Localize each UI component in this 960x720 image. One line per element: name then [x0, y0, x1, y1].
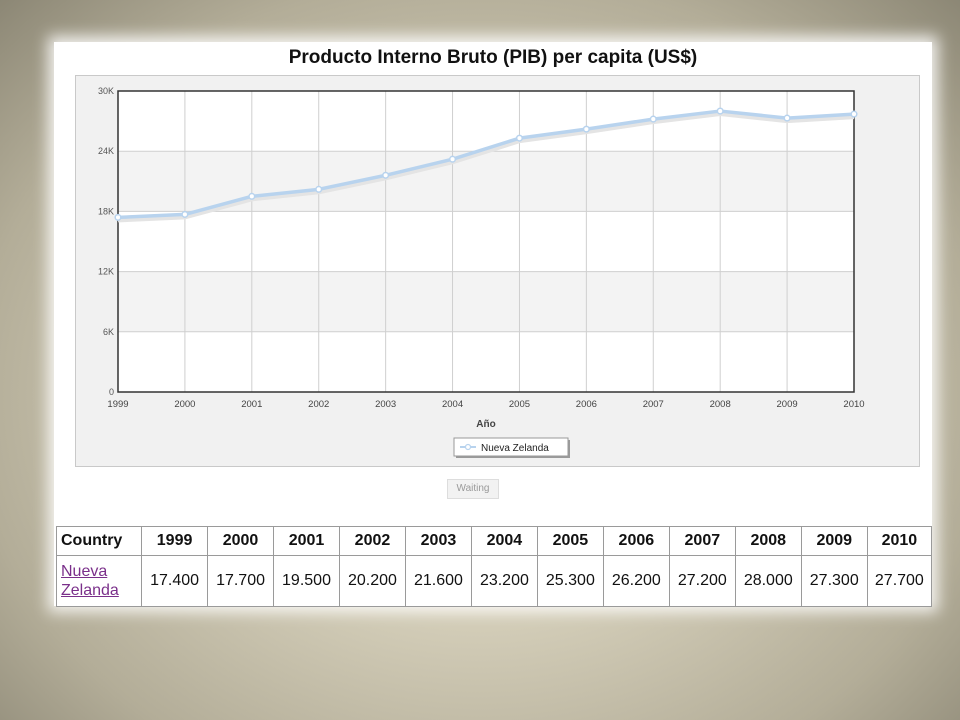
- data-point: [783, 114, 791, 122]
- y-tick-label: 24K: [98, 146, 114, 156]
- value-cell: 17.400: [141, 555, 209, 607]
- value-cell: 26.200: [602, 555, 670, 607]
- x-tick-label: 2008: [710, 399, 731, 410]
- line-chart: 0 6K 12K 18K 24K 30K 1999 2000 2001 2002 2003 2004 2…: [98, 86, 865, 458]
- series-line: [117, 109, 855, 220]
- x-tick-label: 2006: [576, 399, 597, 410]
- legend-swatch-marker: [464, 443, 472, 451]
- column-header-year: 2005: [536, 526, 604, 556]
- country-link[interactable]: Nueva Zelanda: [61, 563, 119, 599]
- data-point: [515, 134, 524, 142]
- column-header-year: 2001: [273, 526, 340, 556]
- y-tick-label: 30K: [98, 86, 114, 96]
- plot-band: [118, 91, 854, 152]
- value-cell: 21.600: [404, 555, 472, 607]
- chart-panel: Producto Interno Bruto (PIB) per capita …: [54, 42, 933, 607]
- x-tick-label: 2002: [308, 399, 329, 410]
- x-tick-label: 2003: [375, 399, 396, 410]
- x-tick-label: 2004: [442, 399, 463, 410]
- column-header-year: 2003: [404, 526, 472, 556]
- x-tick-label: 2000: [174, 399, 195, 410]
- data-point: [716, 107, 724, 115]
- value-cell: 23.200: [470, 555, 538, 607]
- data-point: [582, 125, 590, 133]
- chart-area: 0 6K 12K 18K 24K 30K 1999 2000 2001 2002 2003 2004 2…: [75, 75, 920, 467]
- value-cell: 27.200: [668, 555, 736, 607]
- data-point: [315, 185, 323, 193]
- value-cell: 25.300: [536, 555, 604, 607]
- value-cell: 19.500: [273, 555, 340, 607]
- value-cell: 27.700: [866, 555, 933, 607]
- data-point: [248, 192, 256, 200]
- legend-box: [453, 437, 569, 457]
- data-point: [181, 210, 189, 218]
- column-header-year: 2000: [207, 526, 275, 556]
- table-row: Nueva Zelanda 17.400 17.700 19.500 20.200 21.…: [55, 555, 933, 607]
- chart-title: Producto Interno Bruto (PIB) per capita …: [288, 47, 698, 68]
- plot-band: [118, 211, 854, 272]
- plot-band: [118, 271, 854, 332]
- column-header-year: 2006: [602, 526, 670, 556]
- x-tick-label: 2010: [843, 399, 864, 410]
- table-header-row: Country 1999 2000 2001 2002 2003 2004 2005 2006 2…: [55, 526, 933, 556]
- data-point: [448, 155, 457, 163]
- column-header-year: 2002: [338, 526, 406, 556]
- x-tick-label: 1999: [107, 399, 128, 410]
- data-point: [850, 110, 858, 118]
- plot-border: [117, 90, 855, 393]
- column-header-year: 2009: [800, 526, 868, 556]
- y-tick-label: 18K: [98, 206, 114, 216]
- y-tick-label: 0: [109, 387, 114, 397]
- value-cell: 28.000: [734, 555, 802, 607]
- x-tick-label: 2007: [643, 399, 664, 410]
- waiting-button[interactable]: Waiting: [447, 479, 499, 499]
- column-header-country: Country: [55, 526, 143, 556]
- x-tick-label: 2001: [241, 399, 262, 410]
- y-tick-label: 12K: [98, 267, 114, 277]
- x-tick-label: 2005: [509, 399, 530, 410]
- x-axis-label: Año: [476, 419, 495, 430]
- column-header-year: 1999: [141, 526, 209, 556]
- y-tick-label: 6K: [103, 327, 114, 337]
- data-point: [114, 213, 122, 221]
- data-point: [382, 171, 390, 179]
- country-cell: Nueva Zelanda: [55, 555, 143, 607]
- column-header-year: 2004: [470, 526, 538, 556]
- x-tick-label: 2009: [777, 399, 798, 410]
- column-header-year: 2010: [866, 526, 933, 556]
- gdp-table: Country 1999 2000 2001 2002 2003 2004 2005 2006 2…: [55, 526, 933, 607]
- data-point: [649, 115, 657, 123]
- plot-band: [118, 331, 854, 392]
- legend-label: Nueva Zelanda: [481, 443, 549, 454]
- series-line-shadow: [117, 110, 855, 223]
- value-cell: 17.700: [207, 555, 275, 607]
- column-header-year: 2007: [668, 526, 736, 556]
- value-cell: 27.300: [800, 555, 868, 607]
- column-header-year: 2008: [734, 526, 802, 556]
- value-cell: 20.200: [338, 555, 406, 607]
